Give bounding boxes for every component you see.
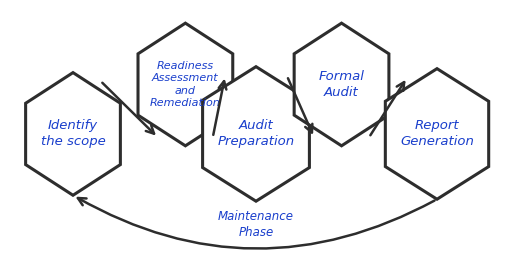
Text: Report
Generation: Report Generation [400,120,474,148]
Polygon shape [294,23,389,146]
Polygon shape [26,73,120,195]
Polygon shape [203,67,309,201]
Text: Identify
the scope: Identify the scope [40,120,105,148]
Polygon shape [138,23,233,146]
Text: Maintenance
Phase: Maintenance Phase [218,210,294,239]
Text: Audit
Preparation: Audit Preparation [218,120,294,148]
Text: Formal
Audit: Formal Audit [318,70,365,99]
Polygon shape [386,69,488,199]
Text: Readiness
Assessment
and
Remediation: Readiness Assessment and Remediation [150,61,221,108]
